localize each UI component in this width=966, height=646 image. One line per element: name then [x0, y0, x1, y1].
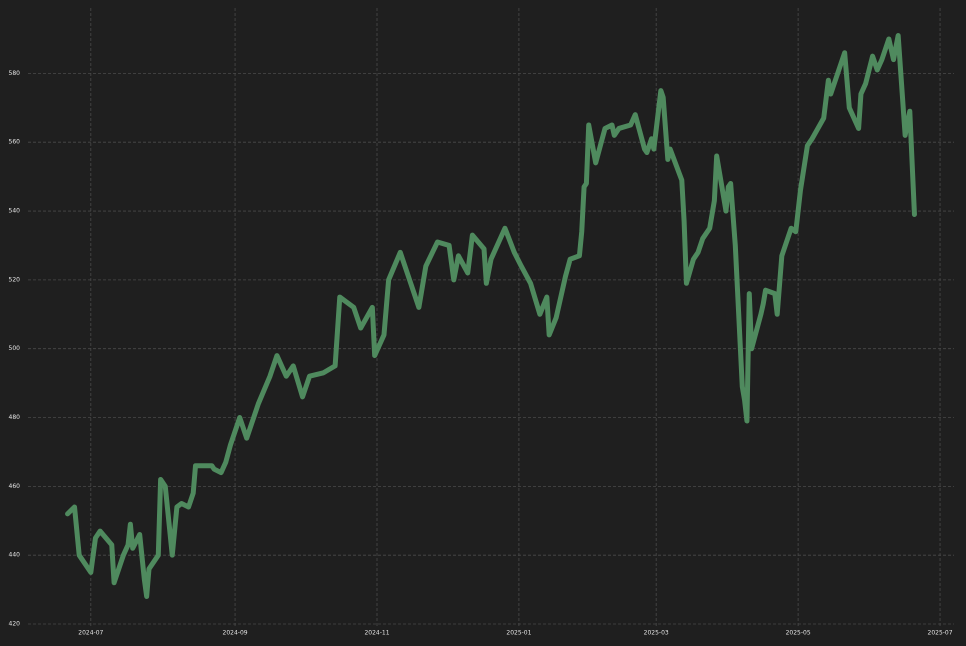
x-tick-label: 2024-07	[78, 630, 103, 637]
y-tick-label: 420	[9, 621, 21, 628]
x-tick-label: 2025-01	[506, 630, 531, 637]
x-tick-label: 2024-11	[364, 630, 389, 637]
y-tick-label: 440	[9, 552, 21, 559]
y-tick-label: 580	[9, 70, 21, 77]
y-tick-label: 480	[9, 414, 21, 421]
y-tick-label: 460	[9, 483, 21, 490]
y-tick-label: 520	[9, 276, 21, 283]
x-tick-label: 2025-03	[644, 630, 669, 637]
y-tick-label: 540	[9, 208, 21, 215]
price-line	[65, 33, 917, 599]
x-tick-label: 2025-07	[928, 630, 953, 637]
y-tick-label: 500	[9, 345, 21, 352]
x-tick-label: 2025-05	[786, 630, 811, 637]
x-tick-label: 2024-09	[223, 630, 248, 637]
y-tick-label: 560	[9, 139, 21, 146]
